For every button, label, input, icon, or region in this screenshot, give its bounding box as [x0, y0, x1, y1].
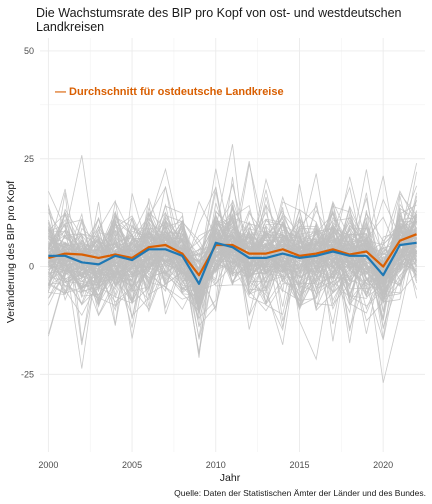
county-line [48, 204, 417, 306]
chart-title-line1: Die Wachstumsrate des BIP pro Kopf von o… [36, 6, 402, 20]
x-tick-label: 2020 [373, 460, 393, 470]
y-tick-label: -25 [21, 369, 34, 379]
east-average-annotation: — Durchschnitt für ostdeutsche Landkreis… [55, 86, 284, 98]
west-average-line [48, 241, 417, 285]
chart-title-line2: Landkreisen [36, 20, 104, 34]
x-axis-title: Jahr [220, 472, 241, 484]
source-caption: Quelle: Daten der Statistischen Ämter de… [174, 488, 426, 498]
y-tick-label: 50 [24, 46, 34, 56]
x-tick-label: 2015 [289, 460, 309, 470]
average-lines [48, 233, 417, 285]
county-line [48, 195, 417, 330]
y-axis-ticks: -25 0 25 50 [21, 46, 34, 379]
x-tick-label: 2005 [122, 460, 142, 470]
county-line [48, 193, 417, 326]
county-lines [48, 144, 417, 383]
county-line [48, 230, 417, 297]
x-tick-label: 2010 [206, 460, 226, 470]
east-average-line [48, 233, 417, 277]
county-line [48, 202, 417, 305]
x-tick-label: 2000 [38, 460, 58, 470]
y-tick-label: 25 [24, 154, 34, 164]
county-line [48, 221, 417, 332]
county-line [48, 176, 417, 314]
y-tick-label: 0 [29, 262, 34, 272]
county-line [48, 200, 417, 310]
county-line [48, 212, 417, 317]
county-line [48, 202, 417, 329]
x-axis-ticks: 2000 2005 2010 2015 2020 [38, 460, 393, 470]
y-axis-title: Veränderung des BIP pro Kopf [5, 181, 17, 323]
